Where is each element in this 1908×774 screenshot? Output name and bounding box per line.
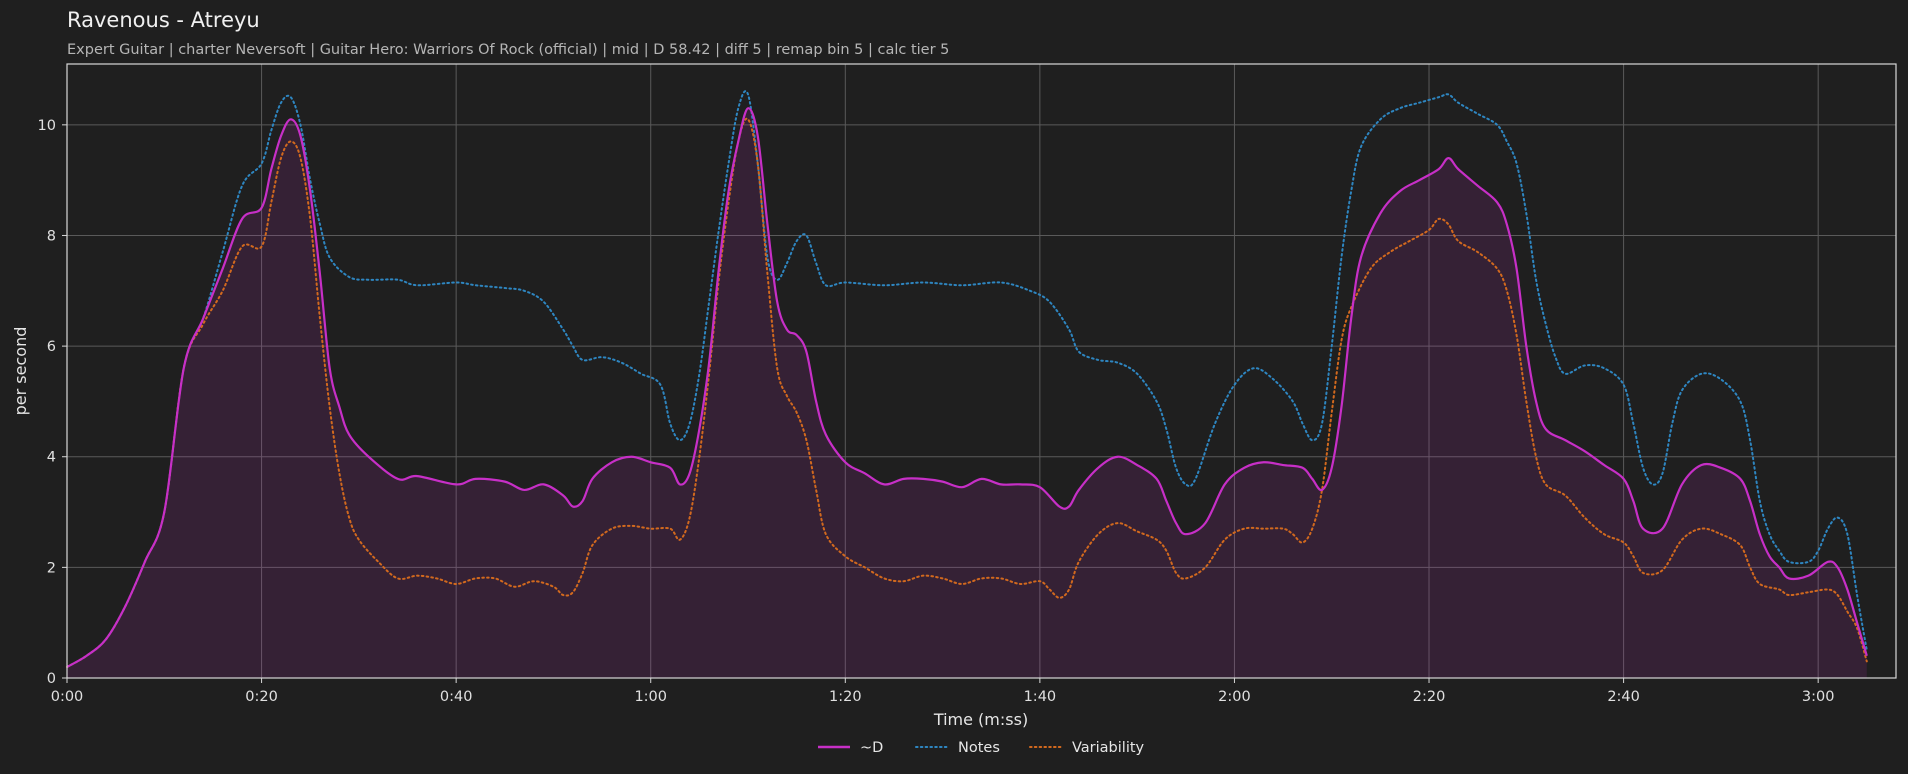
legend-label: Notes bbox=[958, 740, 1000, 756]
x-tick-label: 0:20 bbox=[245, 689, 278, 705]
x-tick-label: 2:20 bbox=[1413, 689, 1446, 705]
legend-label: ~D bbox=[860, 740, 883, 756]
series-line-layer bbox=[66, 90, 1868, 668]
x-tick-label: 2:00 bbox=[1218, 689, 1251, 705]
x-tick-label: 3:00 bbox=[1802, 689, 1835, 705]
y-tick-label: 6 bbox=[47, 339, 56, 355]
series-line-variability bbox=[66, 117, 1868, 668]
y-tick-label: 10 bbox=[38, 118, 56, 134]
chart-title: Ravenous - Atreyu bbox=[67, 8, 260, 32]
series-line-d bbox=[66, 107, 1868, 668]
x-tick-label: 1:40 bbox=[1024, 689, 1057, 705]
x-tick-label: 0:00 bbox=[51, 689, 84, 705]
y-axis-label: per second bbox=[11, 327, 30, 416]
x-tick-label: 1:20 bbox=[829, 689, 862, 705]
y-tick-label: 2 bbox=[47, 560, 56, 576]
x-tick-label: 1:00 bbox=[634, 689, 667, 705]
x-tick-label: 0:40 bbox=[440, 689, 473, 705]
legend-label: Variability bbox=[1072, 740, 1145, 756]
x-axis-label: Time (m:ss) bbox=[933, 710, 1028, 729]
x-tick-label: 2:40 bbox=[1607, 689, 1640, 705]
series-area-d bbox=[67, 108, 1867, 679]
y-tick-label: 0 bbox=[47, 671, 56, 687]
legend: ~D Notes Variability bbox=[818, 740, 1145, 756]
plot-frame bbox=[66, 63, 1897, 679]
y-tick-label: 8 bbox=[47, 228, 56, 244]
chart-subtitle: Expert Guitar | charter Neversoft | Guit… bbox=[67, 42, 949, 58]
axis-ticks: 0:00 0:20 0:40 1:00 1:20 1:40 2:00 2:20 2:40 3:00… bbox=[38, 118, 1835, 705]
plot-area bbox=[67, 64, 1896, 678]
series-fill-layer bbox=[67, 108, 1867, 679]
y-tick-label: 4 bbox=[47, 450, 56, 466]
series-line-notes bbox=[66, 90, 1868, 668]
